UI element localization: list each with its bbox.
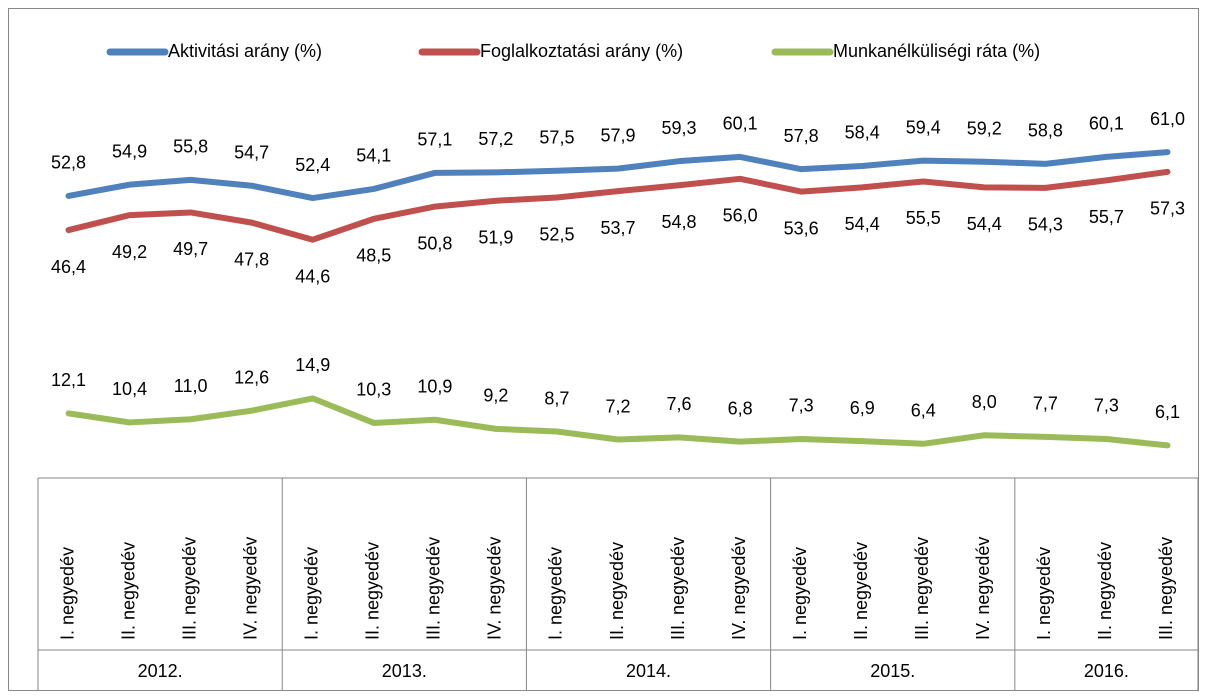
data-label: 57,5 xyxy=(539,128,574,148)
data-label: 54,1 xyxy=(356,146,391,166)
data-label: 7,2 xyxy=(605,396,630,416)
data-label: 59,4 xyxy=(906,117,941,137)
data-label: 57,8 xyxy=(784,126,819,146)
data-label: 58,4 xyxy=(845,123,880,143)
data-label: 57,9 xyxy=(600,125,635,145)
series-line xyxy=(65,149,1171,202)
data-label: 61,0 xyxy=(1150,109,1185,129)
group-label: 2014. xyxy=(626,661,671,681)
data-label: 60,1 xyxy=(723,114,758,134)
data-label: 7,6 xyxy=(667,394,692,414)
data-label: 6,8 xyxy=(728,398,753,418)
x-tick-label: II. negyedév xyxy=(1095,542,1115,640)
legend-label: Foglalkoztatási arány (%) xyxy=(480,41,683,61)
group-label: 2015. xyxy=(870,661,915,681)
x-tick-label: I. negyedév xyxy=(790,547,810,640)
x-tick-label: III. negyedév xyxy=(179,537,199,640)
data-label: 54,7 xyxy=(234,142,269,162)
data-label: 47,8 xyxy=(234,249,269,269)
data-label: 54,3 xyxy=(1028,215,1063,235)
data-label: 55,5 xyxy=(906,208,941,228)
x-tick-label: II. negyedév xyxy=(607,542,627,640)
x-tick-label: IV. negyedév xyxy=(729,537,749,640)
data-label: 54,9 xyxy=(112,141,147,161)
data-label: 58,8 xyxy=(1028,121,1063,141)
data-label: 52,8 xyxy=(51,153,86,173)
data-label: 8,7 xyxy=(544,388,569,408)
data-label: 52,4 xyxy=(295,155,330,175)
data-label: 53,7 xyxy=(600,218,635,238)
x-tick-label: I. negyedév xyxy=(546,547,566,640)
x-tick-label: I. negyedév xyxy=(57,547,77,640)
data-label: 57,2 xyxy=(478,129,513,149)
data-label: 11,0 xyxy=(174,376,208,396)
data-label: 53,6 xyxy=(784,218,819,238)
data-label: 55,7 xyxy=(1089,207,1124,227)
data-label: 59,2 xyxy=(967,118,1002,138)
group-label: 2016. xyxy=(1084,661,1129,681)
data-label: 46,4 xyxy=(51,257,86,277)
x-tick-label: III. negyedév xyxy=(1156,537,1176,640)
data-label: 6,4 xyxy=(911,401,936,421)
x-tick-label: I. negyedév xyxy=(1034,547,1054,640)
data-label: 52,5 xyxy=(539,224,574,244)
legend-label: Aktivitási arány (%) xyxy=(168,41,322,61)
x-tick-label: II. negyedév xyxy=(118,542,138,640)
data-label: 44,6 xyxy=(295,266,330,286)
data-label: 55,8 xyxy=(173,137,208,157)
legend-label: Munkanélküliségi ráta (%) xyxy=(833,41,1040,61)
data-label: 10,9 xyxy=(417,377,452,397)
series-line xyxy=(65,168,1171,243)
data-label: 51,9 xyxy=(478,227,513,247)
data-label: 9,2 xyxy=(483,386,508,406)
x-tick-label: II. negyedév xyxy=(363,542,383,640)
data-label: 54,4 xyxy=(967,214,1002,234)
data-label: 59,3 xyxy=(662,118,697,138)
x-tick-label: III. negyedév xyxy=(912,537,932,640)
data-label: 14,9 xyxy=(295,355,330,375)
x-tick-label: I. negyedév xyxy=(301,547,321,640)
data-label: 57,1 xyxy=(417,130,452,150)
data-label: 7,7 xyxy=(1033,394,1058,414)
data-label: 50,8 xyxy=(417,233,452,253)
data-label: 57,3 xyxy=(1150,199,1185,219)
data-label: 54,8 xyxy=(662,212,697,232)
x-tick-label: III. negyedév xyxy=(424,537,444,640)
data-label: 49,2 xyxy=(112,242,147,262)
x-tick-label: IV. negyedév xyxy=(240,537,260,640)
series-line xyxy=(65,395,1171,449)
x-tick-label: IV. negyedév xyxy=(973,537,993,640)
data-label: 6,1 xyxy=(1155,402,1180,422)
data-label: 48,5 xyxy=(356,246,391,266)
x-tick-label: III. negyedév xyxy=(668,537,688,640)
data-label: 10,3 xyxy=(356,380,391,400)
data-label: 7,3 xyxy=(1094,396,1119,416)
data-label: 8,0 xyxy=(972,392,997,412)
data-label: 6,9 xyxy=(850,398,875,418)
data-label: 60,1 xyxy=(1089,114,1124,134)
data-label: 10,4 xyxy=(112,379,147,399)
group-label: 2013. xyxy=(382,661,427,681)
data-label: 49,7 xyxy=(173,239,208,259)
data-label: 54,4 xyxy=(845,214,880,234)
x-tick-label: IV. negyedév xyxy=(485,537,505,640)
data-label: 7,3 xyxy=(789,396,814,416)
group-label: 2012. xyxy=(138,661,183,681)
data-label: 56,0 xyxy=(723,206,758,226)
data-label: 12,6 xyxy=(234,367,269,387)
data-label: 12,1 xyxy=(51,370,86,390)
x-tick-label: II. negyedév xyxy=(851,542,871,640)
chart-frame xyxy=(8,8,1199,691)
